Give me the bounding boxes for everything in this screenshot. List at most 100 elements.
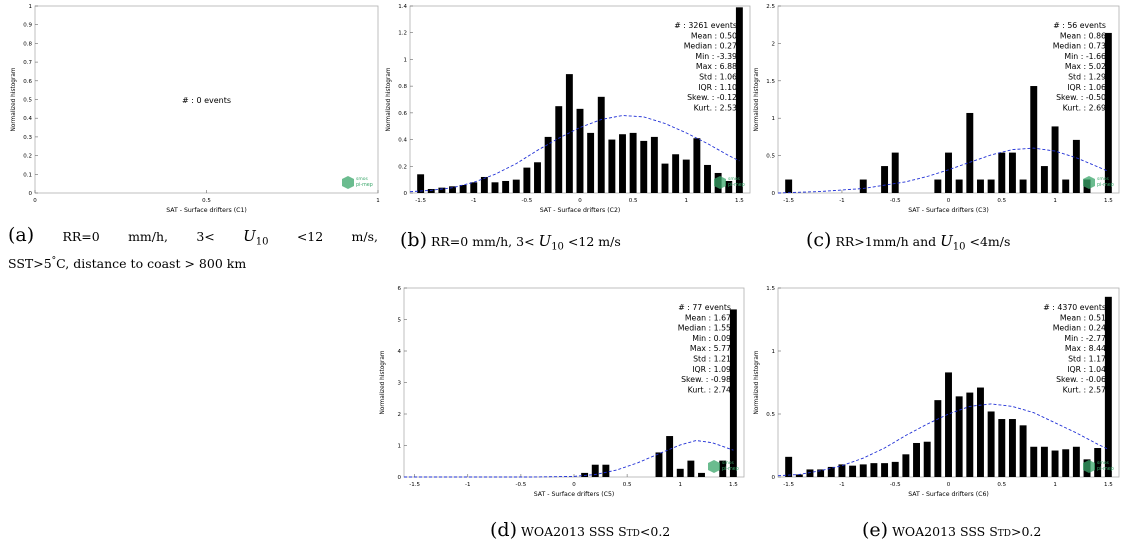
histogram-bar: [417, 174, 425, 193]
logo-line-1: smos: [1097, 177, 1109, 182]
y-tick-label: 0.2: [23, 154, 32, 160]
histogram-bar: [698, 472, 705, 477]
stats-annotation-line: Mean : 0.50: [691, 31, 737, 40]
logo-line-1: smos: [1097, 461, 1109, 466]
logo-line-1: smos: [728, 177, 740, 182]
x-tick-label: 0.5: [997, 198, 1006, 204]
histogram-bar: [502, 180, 510, 193]
stats-annotation-line: IQR : 1.06: [1067, 83, 1106, 92]
histogram-bar: [735, 7, 743, 194]
x-tick-label: -1.5: [409, 482, 420, 488]
histogram-bar: [881, 463, 889, 477]
x-tick-label: -1.5: [783, 198, 794, 204]
histogram-bar: [945, 372, 952, 477]
chart-panel-e: 0 0.5 1 1.5 -1.5 -1 -0.5 0 0.5 1 1.5 SAT - Surface …: [754, 282, 1126, 500]
chart-panel-b: 0 0.2 0.4 0.6 0.8 1 1.2 1.4 -1.5 -1 -0.5 0 0.5 1 1.5 SA…: [378, 0, 763, 218]
y-tick-label: 0.1: [23, 172, 32, 178]
histogram-bar: [719, 460, 727, 477]
caption-b: (b) RR=0 mm/h, 3< U10 <12 m/s: [400, 231, 621, 257]
histogram-bar: [859, 464, 867, 477]
chart-svg-b: 0 0.2 0.4 0.6 0.8 1 1.2 1.4 -1.5 -1 -0.5 0 0.5 1 1.5 SA…: [386, 4, 751, 214]
x-tick-label: -0.5: [516, 482, 527, 488]
histogram-bar: [934, 179, 942, 193]
histogram-bar: [555, 106, 563, 193]
chart-panel-a: 0 0.1 0.2 0.3 0.4 0.5 0.6 0.7 0.8 0.9 1 0 0.5 1 SAT - …: [0, 0, 385, 218]
stats-annotation-line: Min : -1.66: [1064, 52, 1106, 61]
stats-annotation-line: Max : 5.77: [690, 344, 731, 353]
chart-svg-a: 0 0.1 0.2 0.3 0.4 0.5 0.6 0.7 0.8 0.9 1 0 0.5 1 SAT - …: [11, 4, 380, 214]
y-tick-label: 3: [398, 381, 402, 387]
stats-annotation-line: Kurt. : 2.57: [1063, 385, 1106, 394]
histogram-bar: [849, 465, 857, 477]
stats-annotation-line: # : 56 events: [1053, 21, 1106, 30]
logo-line-2: pi-mep: [1097, 182, 1114, 188]
histogram-bar: [838, 464, 846, 477]
y-tick-label: 1.2: [398, 31, 407, 37]
stats-annotation-line: IQR : 1.10: [698, 83, 737, 92]
y-tick-label: 0.5: [766, 154, 775, 160]
histogram-bar: [587, 132, 595, 193]
histogram-bar: [512, 179, 520, 193]
x-axis-label: SAT - Surface drifters (C3): [908, 207, 989, 214]
x-axis-label: SAT - Surface drifters (C5): [534, 491, 615, 498]
histogram-bar: [544, 136, 552, 193]
caption-b-label: (b): [400, 229, 427, 251]
caption-d-text: WOA2013 SSS Std<0.2: [520, 524, 671, 539]
stats-annotation-line: Max : 6.88: [696, 62, 737, 71]
histogram-bar: [523, 167, 531, 193]
logo-icon: [1083, 176, 1095, 189]
gaussian-fit-line: [777, 147, 1109, 194]
x-tick-label: -1.5: [783, 482, 794, 488]
x-tick-label: -1: [471, 198, 476, 204]
histogram-bar: [955, 396, 963, 477]
caption-a-line-2: SST>5°C, distance to coast > 800 km: [8, 255, 247, 271]
x-tick-label: 0: [947, 198, 951, 204]
x-tick-label: -1.5: [415, 198, 426, 204]
stats-annotation: # : 0 events: [182, 96, 231, 105]
stats-annotation-line: IQR : 1.09: [692, 365, 731, 374]
y-tick-label: 2.5: [766, 4, 775, 10]
stats-annotation-line: Median : 0.73: [1053, 42, 1106, 51]
histogram-bar: [729, 309, 737, 477]
histogram-bar: [704, 164, 711, 193]
x-tick-label: 0.5: [202, 198, 211, 204]
stats-annotation-line: Skew. : -0.98: [681, 375, 731, 384]
x-tick-label: 1: [1053, 482, 1057, 488]
histogram-bar: [891, 461, 899, 477]
histogram-bar: [1019, 425, 1027, 477]
y-tick-label: 0.9: [23, 23, 32, 29]
caption-a-word: <12: [296, 229, 324, 244]
histogram-bar: [491, 182, 499, 193]
caption-c: (c) RR>1mm/h and U10 <4m/s: [806, 231, 1010, 257]
histogram-bar: [608, 139, 616, 193]
histogram-bar: [806, 469, 814, 477]
stats-annotation-line: Mean : 0.86: [1060, 31, 1106, 40]
y-tick-label: 0.4: [23, 116, 32, 122]
logo-line-2: pi-mep: [722, 466, 739, 472]
stats-annotation-line: Skew. : -0.50: [1056, 93, 1106, 102]
caption-a: (a) RR=0 mm/h, 3< U10 <12 m/s, SST>5°C, …: [8, 226, 378, 273]
histogram-bar: [998, 152, 1006, 193]
chart-panel-d: 0 1 2 3 4 5 6 -1.5 -1 -0.5 0 0.5 1 1.5 SAT - Surface d…: [378, 282, 763, 500]
y-tick-label: 4: [398, 349, 402, 355]
histogram-bar: [955, 179, 963, 193]
histogram-bar: [672, 154, 680, 193]
y-tick-label: 2: [772, 41, 776, 47]
x-tick-label: 1: [679, 482, 683, 488]
y-tick-label: 0: [29, 191, 33, 197]
stats-annotation-line: Mean : 0.51: [1060, 313, 1106, 322]
histogram-bar: [619, 134, 626, 193]
histogram-bar: [576, 108, 584, 193]
y-tick-label: 2: [398, 412, 402, 418]
caption-a-u10: U10: [243, 227, 269, 248]
x-tick-label: 0: [33, 198, 37, 204]
caption-a-line-1: (a) RR=0 mm/h, 3< U10 <12 m/s,: [8, 226, 378, 252]
caption-d-label: (d): [490, 519, 517, 541]
histogram-bar: [629, 132, 637, 193]
x-axis-label: SAT - Surface drifters (C6): [908, 491, 989, 498]
histogram-bar: [1072, 446, 1080, 477]
y-tick-label: 0.6: [398, 111, 407, 117]
stats-annotation-line: Mean : 1.67: [685, 313, 731, 322]
